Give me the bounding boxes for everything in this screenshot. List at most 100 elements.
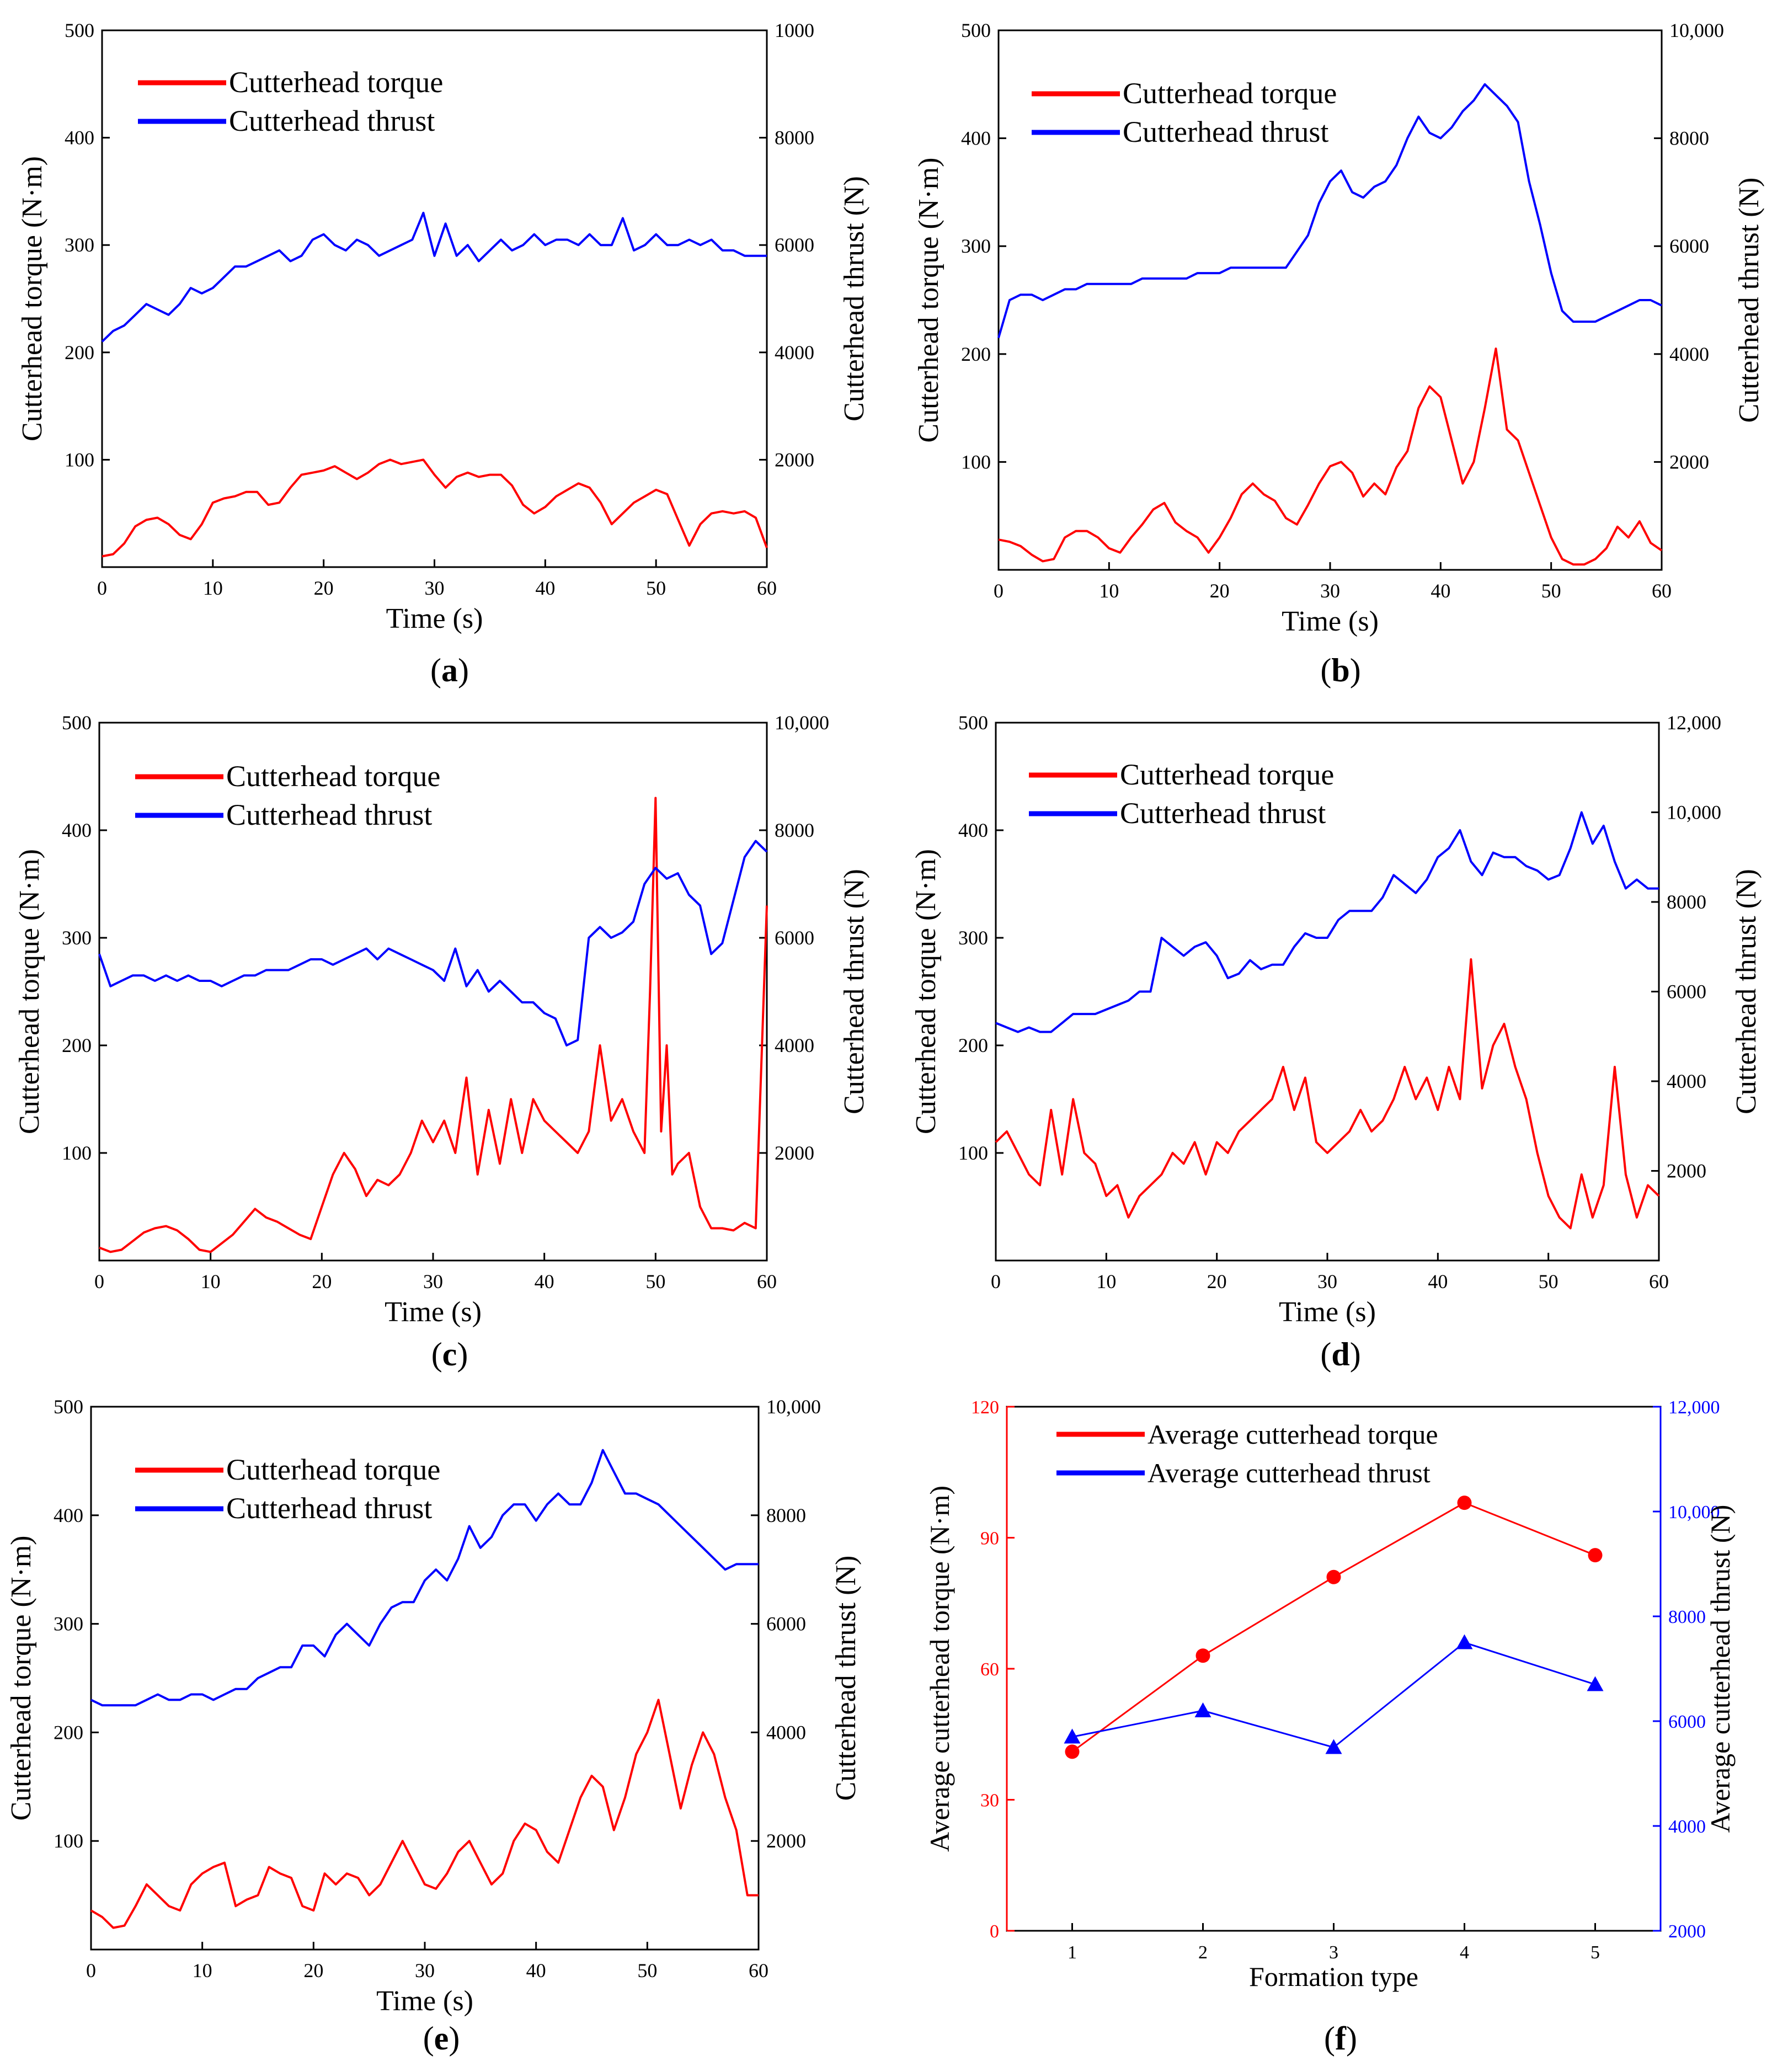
panel-e-x-tick-label: 60 [749,1959,768,1982]
panel-c-x-tick-label: 60 [757,1270,777,1293]
panel-d-chart: 0 10 20 30 40 50 60 100 200 300 400 500 2000 4000 6000… [910,712,1762,1373]
panel-c-y2-tick-label: 6000 [775,927,814,949]
panel-f-y2-tick-label: 2000 [1668,1921,1706,1942]
panel-d-x-axis-title: Time (s) [1279,1296,1376,1328]
panel-b-x-tick-label: 10 [1099,580,1119,602]
panel-b-x-tick-label: 20 [1210,580,1230,602]
panel-d-y2-axis-title: Cutterhead thrust (N) [1731,869,1762,1114]
panel-c-y-tick-label: 500 [62,712,92,734]
panel-a-y2-tick-label: 8000 [775,127,814,149]
panel-d-x-tick-label: 30 [1317,1270,1337,1293]
panel-b-chart: 0 10 20 30 40 50 60 100 200 300 400 500 2000 4000 6000… [913,19,1765,688]
panel-f-torque-line [1071,1502,1596,1753]
panel-f-label-letter: f [1335,2020,1347,2057]
panel-a-label-close: ) [458,652,469,688]
panel-f-torque-point [1065,1744,1080,1759]
panel-e-label: (e) [423,2020,460,2057]
panel-e-chart: 0 10 20 30 40 50 60 100 200 300 400 500 2000 4000 6000… [6,1396,862,2057]
panel-e-torque-line [90,1699,759,1929]
panel-d-x-tick-label: 20 [1207,1270,1227,1293]
panel-e-y2-tick-label: 2000 [766,1830,806,1852]
panel-b-x-tick-label: 30 [1320,580,1340,602]
panel-f-y2-tick-label: 4000 [1668,1817,1706,1837]
panel-b-thrust-line [997,83,1662,339]
panel-d-y2-tick-label: 10,000 [1667,802,1721,824]
panel-a-x-tick-label: 20 [314,577,334,599]
panel-f-thrust-point [1587,1676,1604,1691]
panel-a-label: (a) [430,652,469,688]
panel-a-y-tick-label: 200 [65,341,94,364]
panel-b-plot-frame [997,29,1663,571]
panel-c-label: (c) [431,1336,468,1373]
panel-d-x-tick-label: 40 [1428,1270,1448,1293]
panel-c-thrust-line [98,840,768,1046]
panel-a-label-letter: a [441,652,458,688]
panel-f-y-tick-label: 90 [980,1529,999,1549]
panel-e-x-tick-label: 20 [303,1959,323,1982]
panel-b-y-tick-label: 300 [961,235,991,257]
panel-b-y-axis-title: Cutterhead torque (N·m) [913,158,944,443]
panel-c-chart: 0 10 20 30 40 50 60 100 200 300 400 500 2000 4000 6000… [14,712,870,1373]
panel-e-legend-label: Cutterhead thrust [226,1492,432,1525]
panel-b-x-tick-label: 0 [994,580,1004,602]
panel-e-y2-tick-label: 4000 [766,1721,806,1743]
panel-a-x-tick-label: 30 [425,577,445,599]
panel-d-x-tick-label: 10 [1096,1270,1116,1293]
panel-e-plot-frame [90,1406,760,1951]
panel-c-y-tick-label: 200 [62,1034,92,1056]
panel-e-label-close: ) [449,2020,460,2057]
panel-b-y2-tick-label: 8000 [1669,127,1709,149]
panel-a-x-axis-title: Time (s) [386,603,483,634]
panel-e-legend-label: Cutterhead torque [226,1453,440,1486]
panel-e-x-tick-label: 30 [415,1959,435,1982]
panel-c-y-tick-label: 100 [62,1142,92,1164]
panel-a-y2-tick-label: 2000 [775,448,814,471]
panel-c-plot-frame [98,722,768,1262]
panel-b-y2-tick-label: 10,000 [1669,19,1724,41]
panel-b-y-tick-label: 100 [961,451,991,473]
panel-a-y-tick-label: 400 [65,127,94,149]
panel-a-x-tick-label: 40 [535,577,555,599]
panel-c-x-axis-title: Time (s) [385,1296,482,1328]
panel-b-y-tick-label: 500 [961,19,991,41]
panel-a-label-open: ( [430,652,441,688]
panel-e-y-tick-label: 100 [54,1830,83,1852]
panel-b-y2-axis-title: Cutterhead thrust (N) [1733,178,1765,423]
panel-b-x-tick-label: 40 [1431,580,1450,602]
panel-c-y2-tick-label: 8000 [775,819,814,841]
panel-c-x-tick-label: 30 [423,1270,443,1293]
panel-f-y-tick-label: 30 [980,1791,999,1811]
panel-c-x-tick-label: 40 [535,1270,554,1293]
panel-a-y2-axis-title: Cutterhead thrust (N) [839,176,870,421]
panel-d-x-tick-label: 50 [1539,1270,1558,1293]
panel-c-y2-tick-label: 2000 [775,1142,814,1164]
panel-b-torque-line [998,348,1663,566]
panel-d-y2-tick-label: 4000 [1667,1070,1706,1092]
panel-d-y2-tick-label: 6000 [1667,981,1706,1003]
panel-f-legend-label: Average cutterhead torque [1147,1419,1438,1450]
panel-b-y-tick-label: 400 [961,127,991,149]
panel-e-y2-axis-title: Cutterhead thrust (N) [830,1556,862,1801]
panel-f-y-axis-title: Average cutterhead torque (N·m) [924,1486,955,1852]
panel-c-y2-axis-title: Cutterhead thrust (N) [839,869,870,1114]
panel-e-x-tick-label: 40 [526,1959,546,1982]
panel-d-legend-label: Cutterhead thrust [1120,797,1326,830]
panel-d-label: (d) [1320,1336,1360,1373]
panel-a-y-tick-label: 100 [65,448,94,471]
panel-f-x-tick-label: 3 [1329,1942,1338,1963]
panel-a-x-tick-label: 60 [757,577,777,599]
panel-e-x-axis-title: Time (s) [376,1985,473,2017]
panel-c-y-tick-label: 400 [62,819,92,841]
panel-a-y2-tick-label: 6000 [775,234,814,256]
panel-a-y-tick-label: 500 [65,19,94,41]
panel-b-label-close: ) [1350,652,1361,688]
panel-c-x-tick-label: 10 [201,1270,221,1293]
panel-f-thrust-point [1456,1634,1473,1649]
panel-f-y-tick-label: 60 [980,1659,999,1680]
panel-b-y-tick-label: 200 [961,343,991,365]
panel-f-y2-tick-label: 8000 [1668,1607,1706,1627]
panel-f-x-axis-title: Formation type [1249,1961,1418,1992]
panel-b-x-tick-label: 60 [1652,580,1672,602]
panel-f-y2-tick-label: 10,000 [1668,1502,1720,1523]
panel-b-y2-tick-label: 4000 [1669,343,1709,365]
